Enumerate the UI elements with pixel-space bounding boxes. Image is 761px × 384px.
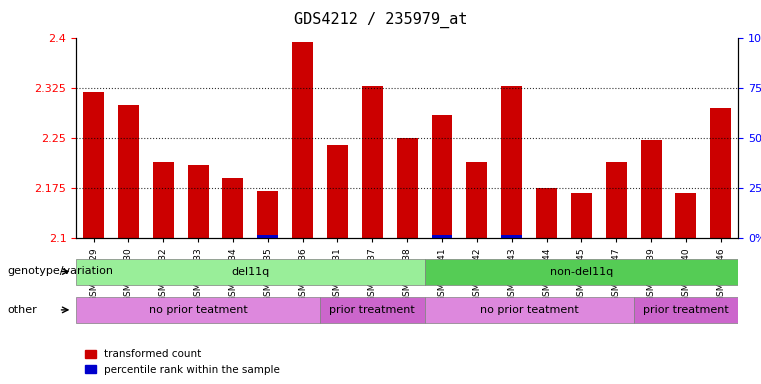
Bar [257,192,279,238]
Bar [501,237,522,238]
FancyBboxPatch shape [76,259,425,285]
Bar [396,138,418,238]
FancyBboxPatch shape [425,297,634,323]
Bar [431,235,453,238]
Text: prior treatment: prior treatment [643,305,729,315]
Bar [257,235,279,238]
Bar [641,139,661,238]
Bar [327,145,348,238]
Bar [118,105,139,238]
Bar [188,165,209,238]
Text: prior treatment: prior treatment [330,305,416,315]
Bar [431,115,453,238]
Bar [501,235,522,238]
Bar [222,178,244,238]
Text: non-del11q: non-del11q [549,266,613,277]
Bar [676,193,696,238]
Bar [361,86,383,238]
FancyBboxPatch shape [320,297,425,323]
Text: GDS4212 / 235979_at: GDS4212 / 235979_at [294,12,467,28]
Text: no prior teatment: no prior teatment [148,305,247,315]
Bar [431,237,453,238]
Text: no prior teatment: no prior teatment [479,305,578,315]
Bar [83,92,104,238]
Bar [466,162,487,238]
Bar [153,162,174,238]
Text: other: other [8,305,37,315]
Text: genotype/variation: genotype/variation [8,266,113,276]
Bar [571,193,592,238]
FancyBboxPatch shape [634,297,738,323]
Bar [257,237,279,238]
Bar [501,86,522,238]
FancyBboxPatch shape [76,297,320,323]
Bar [606,162,626,238]
Legend: transformed count, percentile rank within the sample: transformed count, percentile rank withi… [81,345,285,379]
FancyBboxPatch shape [425,259,738,285]
Bar [710,108,731,238]
Text: del11q: del11q [231,266,269,277]
Bar [536,188,557,238]
Bar [292,42,313,238]
